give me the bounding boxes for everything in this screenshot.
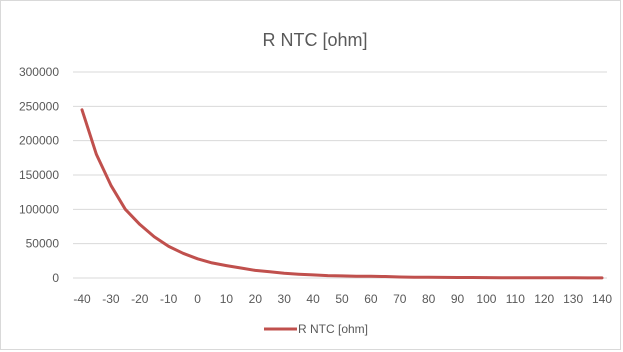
data-point <box>210 261 214 265</box>
data-point <box>413 275 416 279</box>
data-point <box>109 184 113 187</box>
data-point <box>181 252 185 255</box>
y-tick-label: 50000 <box>26 237 60 251</box>
y-axis-tick-labels: 0 50000 100000 150000 200000 250000 300000 <box>19 65 59 285</box>
x-tick-label: 60 <box>364 292 378 306</box>
x-tick-label: -30 <box>102 292 120 306</box>
x-tick-label: -40 <box>73 292 91 306</box>
data-point <box>138 223 141 226</box>
x-tick-label: 120 <box>534 292 554 306</box>
x-tick-label: 70 <box>393 292 407 306</box>
data-point <box>95 153 98 156</box>
legend[interactable]: R NTC [ohm] <box>264 322 368 336</box>
y-tick-label: 250000 <box>19 99 59 113</box>
gridlines <box>73 71 607 279</box>
data-point <box>297 273 300 276</box>
x-tick-label: 80 <box>422 292 436 306</box>
x-tick-label: 50 <box>335 292 349 306</box>
x-tick-label: -10 <box>160 292 178 306</box>
data-point <box>167 245 170 248</box>
data-point <box>543 276 546 279</box>
data-point <box>369 275 373 278</box>
data-point <box>196 257 199 260</box>
x-tick-label: 30 <box>278 292 292 306</box>
legend-label: R NTC [ohm] <box>298 322 368 336</box>
data-point <box>398 275 401 279</box>
x-tick-label: 130 <box>563 292 583 306</box>
x-tick-label: 140 <box>592 292 612 306</box>
x-tick-label: 20 <box>249 292 263 306</box>
data-point <box>470 276 474 279</box>
data-point <box>528 276 531 279</box>
x-tick-label: 0 <box>194 292 201 306</box>
data-point <box>225 264 228 267</box>
data-point <box>456 276 459 279</box>
data-point <box>326 274 329 277</box>
data-point <box>485 276 488 279</box>
x-axis-tick-labels: -40 -30 -20 -10 0 10 20 30 40 50 60 70 80 90 100 110 120… <box>73 292 612 306</box>
y-tick-label: 300000 <box>19 65 59 79</box>
y-tick-label: 200000 <box>19 134 59 148</box>
data-point <box>80 108 84 111</box>
data-point <box>340 274 344 278</box>
x-tick-label: 110 <box>506 292 525 306</box>
series-layer <box>80 108 604 280</box>
data-point <box>571 276 575 280</box>
data-point <box>441 276 445 279</box>
x-tick-label: 10 <box>220 292 234 306</box>
x-tick-label: 100 <box>476 292 496 306</box>
series-line-0 <box>80 108 604 280</box>
data-point <box>384 275 387 278</box>
data-point <box>283 271 286 275</box>
data-point <box>427 276 430 279</box>
x-tick-label: 40 <box>306 292 320 306</box>
data-point <box>557 276 560 279</box>
data-point <box>586 276 589 280</box>
data-point <box>499 276 503 279</box>
y-tick-label: 100000 <box>19 202 59 216</box>
data-point <box>124 208 127 211</box>
x-tick-label: -20 <box>131 292 149 306</box>
data-point <box>355 275 358 278</box>
y-tick-label: 150000 <box>19 168 59 182</box>
data-point <box>239 266 243 270</box>
x-tick-label: 90 <box>451 292 465 306</box>
data-point <box>254 269 257 272</box>
data-point <box>514 276 517 279</box>
data-point <box>311 273 315 277</box>
data-point <box>268 270 271 274</box>
data-point <box>153 235 156 238</box>
chart-title: R NTC [ohm] <box>262 30 367 50</box>
data-point <box>600 276 604 280</box>
y-tick-label: 0 <box>52 271 59 285</box>
